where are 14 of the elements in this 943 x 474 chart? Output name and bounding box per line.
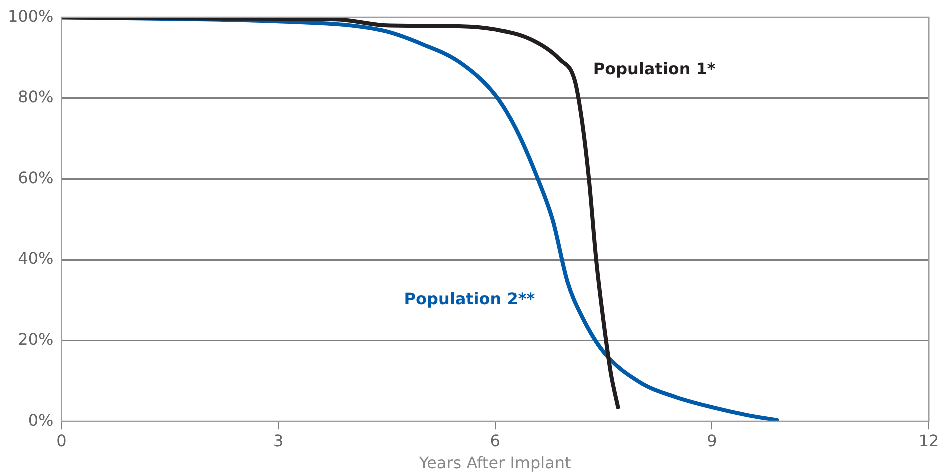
x-tick-label: 9 [707,431,718,450]
y-tick-label: 80% [18,88,54,107]
x-axis-title: Years After Implant [418,454,572,473]
y-tick-label: 40% [18,249,54,268]
x-tick-label: 12 [918,431,940,450]
x-tick-label: 3 [273,431,284,450]
x-tick-label: 6 [490,431,500,450]
y-tick-label: 0% [28,410,54,430]
y-tick-label: 60% [18,168,54,188]
x-tick-label: 0 [56,431,67,450]
y-tick-label: 20% [18,330,54,349]
text: Population 2** [404,290,536,309]
y-tick-label: 100% [8,6,54,26]
series-label: Population 1* [593,59,716,78]
